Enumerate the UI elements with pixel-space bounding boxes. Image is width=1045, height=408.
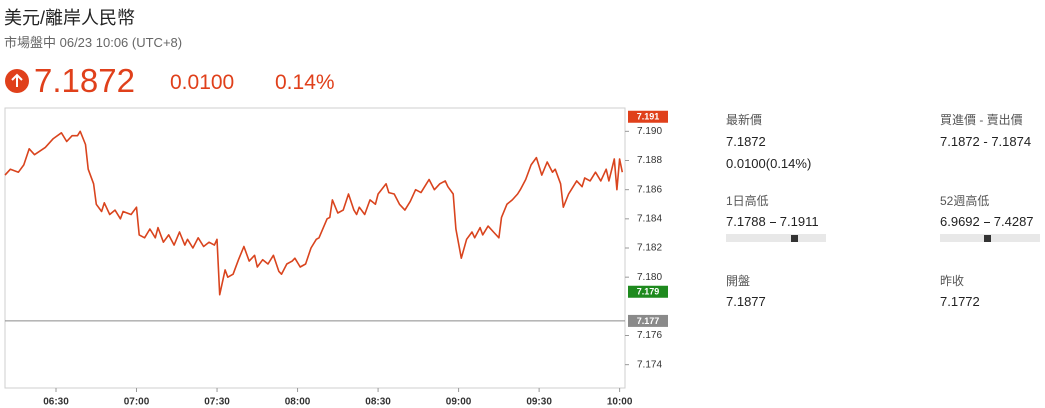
x-tick-label: 09:30 [526,397,552,408]
change-pct: 0.14% [275,71,335,94]
quote-label: 52週高低 [940,194,990,208]
price-line [4,130,624,296]
range-marker [983,235,991,242]
y-tick-label: 7.184 [637,213,662,224]
x-tick-label: 07:30 [204,397,230,408]
y-tick-label: 7.180 [637,272,662,283]
y-tick-label: 7.190 [637,126,662,137]
x-tick-label: 09:00 [446,397,472,408]
range-bar [726,234,826,242]
quote-range: 7.1788 7.1911 [726,214,819,229]
quote-range: 6.9692 7.4287 [940,214,1034,229]
range-high: 7.1911 [779,214,819,229]
quote-label: 昨收 [940,274,965,288]
change: 0.0100 [170,71,235,94]
range-marker [790,235,798,242]
quote-value: 7.1772 [940,294,980,309]
quote-change: 0.0100(0.14%) [726,156,812,171]
y-tick-label: 7.188 [637,155,662,166]
up-icon [5,69,29,93]
price: 7.1872 [34,62,135,99]
price-marker-label: 7.191 [637,112,660,122]
price-marker [628,110,668,123]
quote-value: 7.1877 [726,294,766,309]
quote-label: 買進價 - 賣出價 [940,113,1023,127]
quote-label: 開盤 [726,274,751,288]
price-marker-label: 7.179 [637,287,660,297]
y-tick-label: 7.174 [637,359,662,370]
x-tick-label: 08:30 [365,397,391,408]
status: 市場盤中 06/23 10:06 (UTC+8) [4,35,183,50]
y-tick-label: 7.186 [637,184,662,195]
range-low: 6.9692 [940,214,980,229]
quote-value: 7.1872 - 7.1874 [940,134,1032,149]
quote-label: 1日高低 [726,194,769,208]
quote-label: 最新價 [726,113,763,127]
quote-value: 7.1872 [726,134,766,149]
x-tick-label: 10:00 [607,397,633,408]
x-tick-label: 08:00 [285,397,311,408]
price-marker [628,285,668,298]
y-tick-label: 7.182 [637,243,662,254]
title: 美元/離岸人民幣 [4,8,136,28]
x-tick-label: 07:00 [124,397,150,408]
x-tick-label: 06:30 [43,397,69,408]
chart: 7.174 7.176 7.180 7.182 7.184 7.186 7.188 7.190… [4,107,668,408]
plot-frame [4,107,626,389]
range-bar [940,234,1040,242]
y-tick-label: 7.176 [637,330,662,341]
price-marker [628,314,668,327]
price-marker-label: 7.177 [637,316,660,326]
range-high: 7.4287 [993,214,1034,229]
range-low: 7.1788 [726,214,766,229]
